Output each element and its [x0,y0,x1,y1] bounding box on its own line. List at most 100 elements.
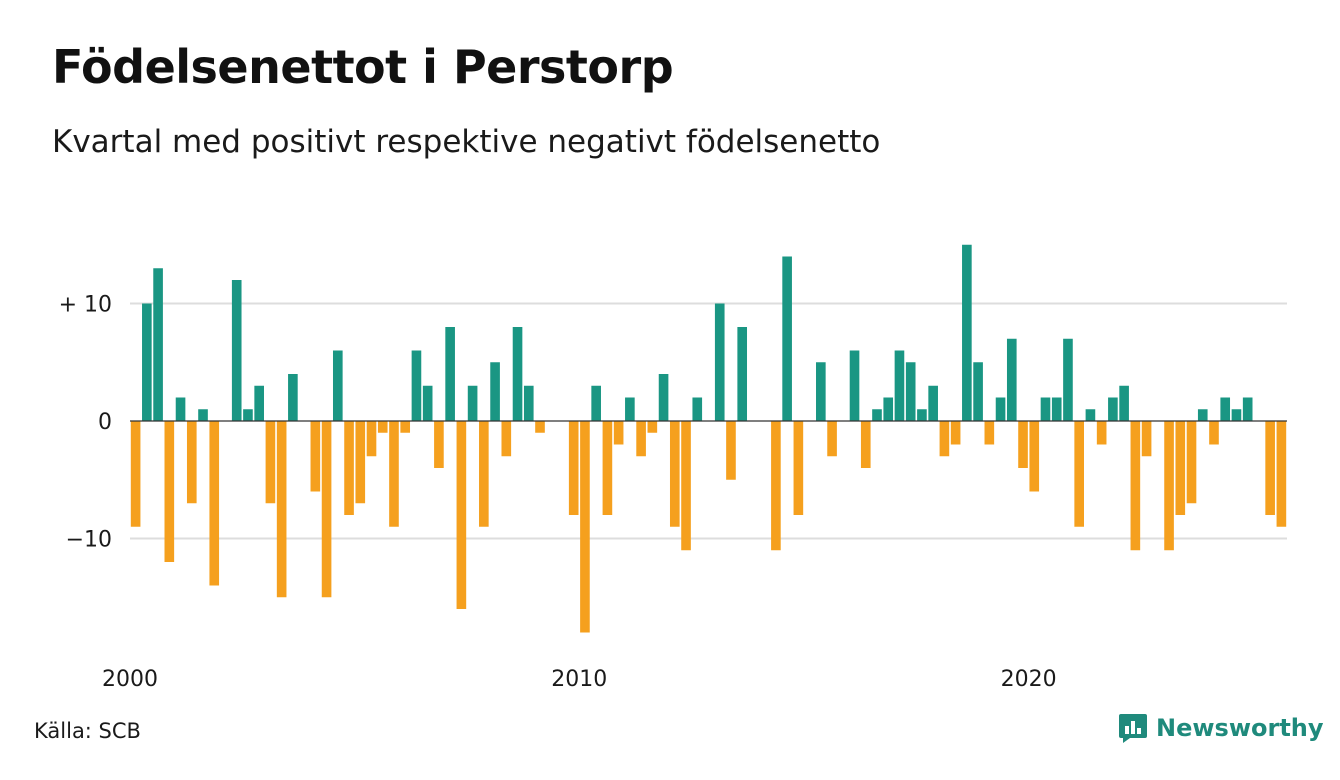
bar-negative [1209,421,1219,445]
bar-negative [681,421,691,551]
bar-negative [310,421,321,492]
bar-negative [568,421,579,515]
bar-positive [658,374,669,421]
bar-positive [917,409,927,421]
bar-positive [512,327,523,421]
bar-negative [377,421,388,433]
bar-negative [1186,421,1197,504]
bar-negative [400,421,411,433]
bar-negative [276,421,287,598]
bar-negative [939,421,950,457]
bar-positive [894,350,905,421]
bar-positive [962,244,972,421]
bar-negative [321,421,332,598]
bars-layer [130,244,1287,633]
bar-negative [860,421,871,468]
bar-positive [422,385,433,421]
bar-positive [625,397,635,421]
bar-negative [1175,421,1186,515]
bar-positive [1063,338,1073,421]
bar-positive [1040,397,1051,421]
axis-layer: + 10 0 −10 2000 2010 2020 [59,293,1287,692]
bar-negative [1265,421,1275,515]
bar-positive [692,397,703,421]
bar-negative [827,421,837,457]
bar-positive [1231,409,1242,421]
bar-positive [288,374,298,421]
source-note: Källa: SCB [34,719,141,743]
bar-negative [950,421,961,445]
bar-negative [602,421,613,515]
bar-positive [1006,338,1017,421]
chart-title: Födelsenettot i Perstorp [52,40,674,94]
bar-positive [591,385,601,421]
y-tick-label: + 10 [59,293,112,318]
bar-positive [1085,409,1096,421]
bar-negative [771,421,781,551]
y-tick-label: 0 [98,410,112,435]
bar-negative [501,421,512,457]
bar-negative [793,421,804,515]
bar-negative [389,421,399,527]
bar-negative [1141,421,1152,457]
brand-name: Newsworthy [1156,714,1324,742]
bar-positive [445,327,455,421]
bar-negative [265,421,276,504]
bar-negative [580,421,590,633]
bar-positive [523,385,534,421]
bar-negative [613,421,624,445]
chart-subtitle: Kvartal med positivt respektive negativt… [52,124,881,160]
bar-negative [535,421,545,433]
bar-positive [995,397,1006,421]
bar-negative [669,421,680,527]
bar-negative [186,421,197,504]
bar-negative [984,421,995,445]
bar-positive [231,280,242,421]
bar-positive [1108,397,1118,421]
x-tick-label: 2010 [551,667,607,692]
bar-positive [198,409,208,421]
bar-negative [130,421,141,527]
bar-negative [366,421,377,457]
bar-positive [714,303,725,421]
bar-chart-logo-icon [1119,714,1147,743]
bar-positive [332,350,343,421]
bar-negative [1074,421,1084,527]
bar-positive [782,256,792,421]
y-tick-label: −10 [66,528,112,553]
bar-positive [467,385,478,421]
bar-negative [209,421,220,586]
bar-negative [434,421,444,468]
bar-positive [1242,397,1253,421]
bar-negative [164,421,175,562]
brand-logo[interactable]: Newsworthy [1118,712,1324,744]
bar-negative [1164,421,1174,551]
bar-positive [243,409,253,421]
bar-positive [816,362,826,421]
bar-positive [849,350,860,421]
bar-negative [355,421,366,504]
bar-negative [479,421,489,527]
bar-positive [905,362,916,421]
bar-negative [1130,421,1141,551]
bar-positive [1051,397,1062,421]
bar-negative [636,421,646,457]
bar-negative [726,421,736,480]
bar-positive [737,327,748,421]
bar-positive [1197,409,1208,421]
bar-positive [142,303,152,421]
bar-positive [1119,385,1129,421]
bar-positive [175,397,186,421]
bar-positive [883,397,894,421]
bar-negative [344,421,354,515]
bar-positive [411,350,422,421]
bar-positive [872,409,882,421]
bar-negative [1029,421,1040,492]
bar-chart: + 10 0 −10 2000 2010 2020 [59,244,1287,692]
bar-negative [1018,421,1028,468]
bar-positive [254,385,264,421]
bar-positive [490,362,500,421]
x-tick-label: 2020 [1001,667,1057,692]
bar-negative [1096,421,1107,445]
bar-positive [928,385,938,421]
